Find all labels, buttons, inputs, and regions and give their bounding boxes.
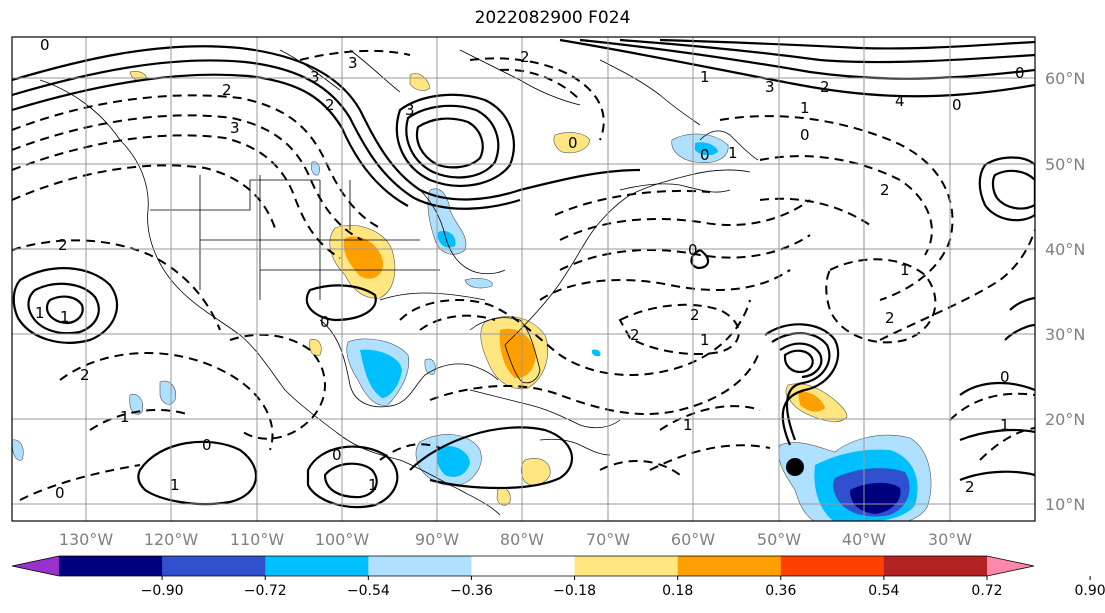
contour-label: 2 bbox=[520, 48, 530, 66]
contour-label: 1 bbox=[700, 331, 710, 349]
colorbar-tick-label: 0.18 bbox=[662, 583, 693, 599]
colorbar-tick-label: −0.18 bbox=[553, 583, 596, 599]
contour-label: 0 bbox=[55, 484, 65, 502]
contour-label: 4 bbox=[895, 92, 905, 110]
lon-label: 130°W bbox=[59, 530, 114, 549]
contour-label: 3 bbox=[230, 119, 240, 137]
contour-label: 3 bbox=[348, 54, 358, 72]
colorbar-tick-label: −0.36 bbox=[450, 583, 493, 599]
colorbar-tick-label: −0.72 bbox=[244, 583, 287, 599]
colorbar-tick-label: −0.54 bbox=[347, 583, 390, 599]
contour-label: 2 bbox=[325, 96, 335, 114]
colorbar-tick-label: 0.90 bbox=[1075, 583, 1105, 599]
colorbar-cell bbox=[471, 556, 576, 576]
latitude-labels: 60°N 50°N 40°N 30°N 20°N 10°N bbox=[1045, 69, 1085, 514]
lat-label: 60°N bbox=[1045, 69, 1085, 88]
contour-label: 2 bbox=[80, 366, 90, 384]
contour-label: 2 bbox=[630, 326, 640, 344]
contour-label: 1 bbox=[728, 144, 738, 162]
colorbar-tick-label: 0.36 bbox=[765, 583, 796, 599]
longitude-labels: 130°W 120°W 110°W 100°W 90°W 80°W 70°W 6… bbox=[59, 530, 972, 549]
contour-label: 0 bbox=[688, 241, 698, 259]
contour-label: 0 bbox=[332, 446, 342, 464]
graticule bbox=[12, 37, 1035, 521]
colorbar-cell bbox=[883, 556, 988, 576]
colorbar-cell bbox=[368, 556, 472, 576]
shaded-anomalies bbox=[12, 71, 932, 521]
contour-label: 3 bbox=[405, 101, 415, 119]
contour-label: 2 bbox=[820, 78, 830, 96]
lat-label: 20°N bbox=[1045, 410, 1085, 429]
lon-label: 50°W bbox=[757, 530, 801, 549]
contour-label: 2 bbox=[965, 478, 975, 496]
colorbar-tick-label: 0.72 bbox=[971, 583, 1002, 599]
contour-label: 1 bbox=[120, 408, 130, 426]
contour-label: 2 bbox=[885, 309, 895, 327]
contour-label: 2 bbox=[58, 236, 68, 254]
contour-label: 0 bbox=[800, 126, 810, 144]
lon-label: 30°W bbox=[928, 530, 972, 549]
colorbar-extend-high bbox=[987, 556, 1034, 576]
colorbar-tick-label: −0.90 bbox=[141, 583, 184, 599]
contour-label: 1 bbox=[60, 308, 70, 326]
contour-labels: 0 3 3 2 2 3 2 3 0 1 1 2 3 4 0 0 1 0 0 2 … bbox=[35, 36, 1025, 502]
colorbar-cell bbox=[162, 556, 266, 576]
lat-label: 10°N bbox=[1045, 495, 1085, 514]
contour-label: 1 bbox=[1000, 416, 1010, 434]
coastlines bbox=[39, 49, 759, 516]
contour-label: 0 bbox=[568, 134, 578, 152]
lon-label: 60°W bbox=[671, 530, 715, 549]
lon-label: 120°W bbox=[144, 530, 199, 549]
lon-label: 80°W bbox=[500, 530, 544, 549]
colorbar: −0.90 −0.72 −0.54 −0.36 −0.18 0.18 0.36 0.54 0.7… bbox=[11, 555, 1105, 599]
contour-label: 1 bbox=[800, 99, 810, 117]
colorbar-cell bbox=[265, 556, 369, 576]
lat-label: 50°N bbox=[1045, 155, 1085, 174]
contour-label: 0 bbox=[1000, 368, 1010, 386]
colorbar-cell bbox=[574, 556, 679, 576]
lat-label: 40°N bbox=[1045, 240, 1085, 259]
lon-label: 90°W bbox=[415, 530, 459, 549]
colorbar-tick-label: 0.54 bbox=[868, 583, 899, 599]
contour-label: 0 bbox=[320, 313, 330, 331]
lon-label: 70°W bbox=[586, 530, 630, 549]
plot-title: 2022082900 F024 bbox=[474, 8, 631, 28]
lon-label: 40°W bbox=[842, 530, 886, 549]
map-frame bbox=[11, 36, 1036, 522]
contour-label: 1 bbox=[683, 416, 693, 434]
contour-label: 1 bbox=[170, 476, 180, 494]
contour-label: 3 bbox=[765, 78, 775, 96]
contour-label: 1 bbox=[368, 476, 378, 494]
contour-label: 0 bbox=[1015, 64, 1025, 82]
contour-label: 0 bbox=[700, 146, 710, 164]
contour-label: 0 bbox=[952, 96, 962, 114]
contour-label: 2 bbox=[690, 306, 700, 324]
contour-label: 1 bbox=[700, 68, 710, 86]
colorbar-extend-low bbox=[12, 556, 59, 576]
contour-label: 1 bbox=[35, 304, 45, 322]
colorbar-cell bbox=[780, 556, 885, 576]
storm-position-marker bbox=[786, 458, 804, 476]
contour-label: 0 bbox=[40, 36, 50, 54]
lon-label: 110°W bbox=[230, 530, 285, 549]
lon-label: 100°W bbox=[315, 530, 370, 549]
lat-label: 30°N bbox=[1045, 325, 1085, 344]
colorbar-cell bbox=[677, 556, 782, 576]
colorbar-cell bbox=[59, 556, 163, 576]
contour-label: 0 bbox=[202, 436, 212, 454]
contour-label: 3 bbox=[310, 68, 320, 86]
contour-label: 1 bbox=[900, 261, 910, 279]
negative-contours bbox=[12, 49, 1035, 501]
contour-label: 2 bbox=[880, 181, 890, 199]
contour-label: 2 bbox=[222, 81, 232, 99]
